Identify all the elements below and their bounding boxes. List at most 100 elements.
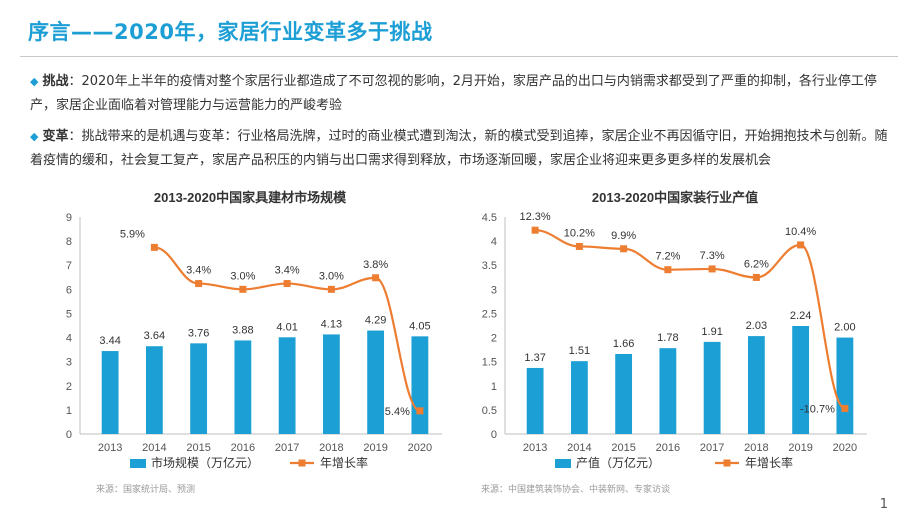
y-tick-label: 4 [491,236,497,248]
bar-value-label: 1.37 [524,352,545,364]
rate-value-label: 7.2% [655,251,680,263]
bar [747,336,765,434]
rate-value-label: 3.0% [230,270,255,282]
bar-value-label: 1.51 [569,345,590,357]
y-tick-label: 0.5 [482,405,497,417]
rate-value-label: 9.9% [611,230,636,242]
x-tick-label: 2016 [656,442,680,454]
x-tick-label: 2019 [363,442,387,454]
diamond-bullet-icon: ◆ [30,130,39,143]
bar-value-label: 3.44 [99,335,120,347]
rate-marker [239,285,247,293]
bar-value-label: 3.76 [188,327,209,339]
rate-marker [416,407,424,415]
chart1-source: 来源：国家统计局、预测 [96,485,196,495]
bar-value-label: 4.05 [409,320,430,332]
legend-bar-label: 产值（万亿元） [576,455,660,470]
y-tick-label: 1.5 [482,357,497,369]
rate-value-label: 12.3% [520,211,551,223]
bar-value-label: 4.29 [365,315,386,327]
chart2-source: 来源：中国建筑装饰协会、中装新网、专家访谈 [481,485,671,495]
rate-marker [620,245,628,253]
bar [792,325,810,434]
y-tick-label: 6 [66,284,72,296]
y-tick-label: 4.5 [482,212,497,224]
y-tick-label: 1 [66,405,72,417]
title-divider [20,56,898,57]
chart-title: 2013-2020中国家具建材市场规模 [154,190,347,205]
bar-value-label: 1.66 [613,338,634,350]
bar [278,337,296,434]
bar-value-label: 1.78 [657,332,678,344]
x-tick-label: 2017 [700,442,724,454]
x-tick-label: 2018 [319,442,343,454]
rate-marker [283,280,291,288]
y-tick-label: 2 [66,381,72,393]
y-tick-label: 0 [66,429,72,441]
x-tick-label: 2019 [788,442,812,454]
rate-marker [150,243,158,251]
rate-marker [372,274,380,282]
x-tick-label: 2015 [611,442,635,454]
bar [101,351,119,434]
chart-title: 2013-2020中国家装行业产值 [592,190,758,205]
challenge-text: ：2020年上半年的疫情对整个家居行业都造成了不可忽视的影响，2月开始，家居产品… [30,74,877,113]
rate-marker [797,241,805,249]
page-number: 1 [879,497,888,512]
y-tick-label: 4 [66,333,72,345]
furniture-market-chart: 2013-2020中国家具建材市场规模 0 1 2 3 4 5 6 7 8 9 3.44 2013 3.6… [66,190,442,470]
challenge-label: 挑战 [42,74,69,89]
x-tick-label: 2020 [408,442,432,454]
bar-value-label: 4.13 [321,318,342,330]
rate-marker [752,273,760,281]
change-label: 变革 [42,129,69,144]
diamond-bullet-icon: ◆ [30,75,39,88]
bar [367,330,385,434]
y-tick-label: 3.5 [482,260,497,272]
x-tick-label: 2017 [275,442,299,454]
x-tick-label: 2013 [523,442,547,454]
rate-value-label: 7.3% [700,250,725,262]
bar [145,346,163,434]
y-tick-label: 2.5 [482,308,497,320]
y-tick-label: 1 [491,381,497,393]
y-tick-label: 8 [66,236,72,248]
y-tick-label: 9 [66,212,72,224]
change-paragraph: ◆ 变革：挑战带来的是机遇与变革：行业格局洗牌，过时的商业模式遭到淘汰，新的模式受… [30,125,900,173]
y-tick-label: 0 [491,429,497,441]
rate-marker [841,404,849,412]
y-tick-label: 3 [66,357,72,369]
legend-bar-label: 市场规模（万亿元） [151,455,259,470]
bar-value-label: 3.64 [144,330,165,342]
y-tick-label: 2 [491,333,497,345]
x-tick-label: 2016 [231,442,255,454]
rate-value-label: 10.2% [564,227,595,239]
bar [703,341,721,434]
legend-line-label: 年增长率 [745,455,793,470]
legend-line-label: 年增长率 [320,455,368,470]
y-tick-label: 5 [66,308,72,320]
legend-bar-swatch [555,459,571,468]
rate-value-label: 3.4% [186,265,211,277]
x-tick-label: 2013 [98,442,122,454]
bar [836,337,854,434]
rate-marker [708,265,716,273]
rate-marker [195,280,203,288]
bar [234,340,252,434]
rate-value-label: 5.4% [385,406,410,418]
bar [570,361,588,434]
bar-value-label: 2.00 [834,322,855,334]
rate-marker [531,226,539,234]
bar [526,367,544,434]
bar [190,343,208,434]
x-tick-label: 2015 [186,442,210,454]
rate-value-label: 3.4% [275,265,300,277]
bar [659,348,677,434]
x-tick-label: 2014 [142,442,166,454]
legend-line-marker [723,459,731,467]
y-tick-label: 3 [491,284,497,296]
bar [322,334,340,434]
rate-marker [327,285,335,293]
rate-value-label: 6.2% [744,258,769,270]
rate-value-label: 5.9% [120,228,145,240]
